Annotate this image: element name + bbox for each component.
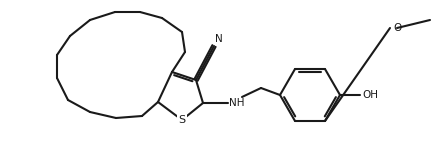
Text: N: N — [215, 34, 223, 44]
Text: S: S — [179, 115, 186, 125]
Text: NH: NH — [229, 98, 244, 108]
Text: OH: OH — [362, 90, 378, 100]
Text: O: O — [393, 23, 401, 33]
